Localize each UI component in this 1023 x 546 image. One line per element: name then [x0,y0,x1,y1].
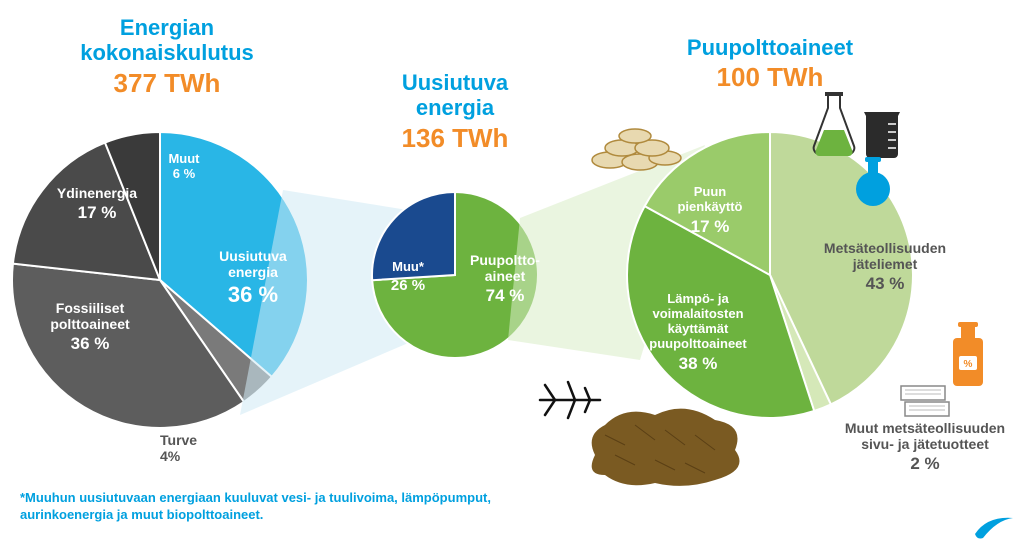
chart3-title: Puupolttoaineet 100 TWh [640,35,900,93]
chart2-title-line1: Uusiutuva [380,70,530,95]
pct: 4% [160,448,180,464]
chart2-title: Uusiutuva energia 136 TWh [380,70,530,154]
chart1-title: Energian kokonaiskulutus 377 TWh [62,15,272,99]
slice-muu [372,192,455,280]
twig-icon [530,370,610,430]
chart3-title-line1: Puupolttoaineet [640,35,900,60]
svg-text:%: % [964,359,973,370]
txt: Turve [160,432,197,448]
chart1-title-line2: kokonaiskulutus [62,40,272,65]
chart2-value: 136 TWh [380,123,530,154]
chart1-value: 377 TWh [62,68,272,99]
chart2-pie [370,190,540,360]
chart3-pie [625,130,915,420]
bottle-icon: % [945,320,991,390]
footnote-line1: *Muuhun uusiutuvaan energiaan kuuluvat v… [20,490,491,507]
txt: sivu- ja jätetuotteet [830,436,1020,452]
chart2-title-line2: energia [380,95,530,120]
txt: Muut metsäteollisuuden [830,420,1020,436]
footnote: *Muuhun uusiutuvaan energiaan kuuluvat v… [20,490,491,524]
chart1-label-turve: Turve 4% [160,432,197,464]
chart1-pie [10,130,310,430]
logo-icon [973,510,1015,540]
chart1-title-line1: Energian [62,15,272,40]
chart3-value: 100 TWh [640,62,900,93]
chart3-label-muut-sivu: Muut metsäteollisuuden sivu- ja jätetuot… [830,420,1020,474]
footnote-line2: aurinkoenergia ja muut biopolttoaineet. [20,507,491,524]
pct: 2 % [830,454,1020,474]
